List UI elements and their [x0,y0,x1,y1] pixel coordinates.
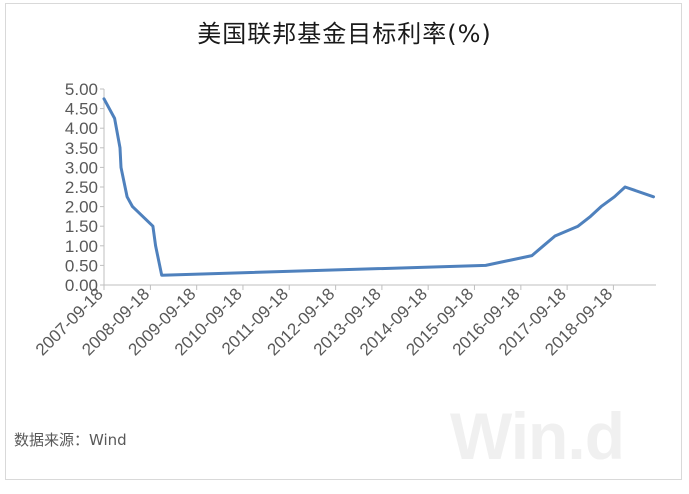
data-point [131,205,134,208]
y-tick-label: 1.50 [65,217,98,236]
y-tick-label: 5.00 [65,80,98,99]
data-point [553,234,557,238]
y-tick-label: 3.50 [65,139,98,158]
data-point [484,264,487,267]
source-note: 数据来源：Wind [14,431,127,449]
data-point [160,274,163,277]
data-point [530,254,534,257]
data-point [118,146,122,149]
data-point [151,225,155,228]
chart-title: 美国联邦基金目标利率(%) [197,20,492,48]
data-point [119,166,123,169]
y-tick-label: 3.00 [65,158,98,177]
data-point [113,117,116,120]
wind-watermark-logo: Win.d [450,399,625,473]
data-point [542,244,545,247]
data-point [613,195,616,198]
y-tick-label: 0.00 [65,276,98,295]
data-point [599,205,603,208]
y-tick-label: 1.00 [65,237,98,256]
y-tick-label: 4.50 [65,100,98,119]
data-point [623,185,627,189]
y-tick-label: 4.00 [65,119,98,138]
data-point [652,195,655,198]
y-tick-label: 2.50 [65,178,98,197]
data-point [125,195,129,198]
data-point [102,97,106,101]
data-point [589,215,592,218]
data-point [576,225,580,228]
data-point [154,244,157,247]
y-tick-label: 2.00 [65,198,98,217]
series-line [102,97,655,277]
y-tick-label: 0.50 [65,256,98,275]
chart-frame [5,3,682,480]
